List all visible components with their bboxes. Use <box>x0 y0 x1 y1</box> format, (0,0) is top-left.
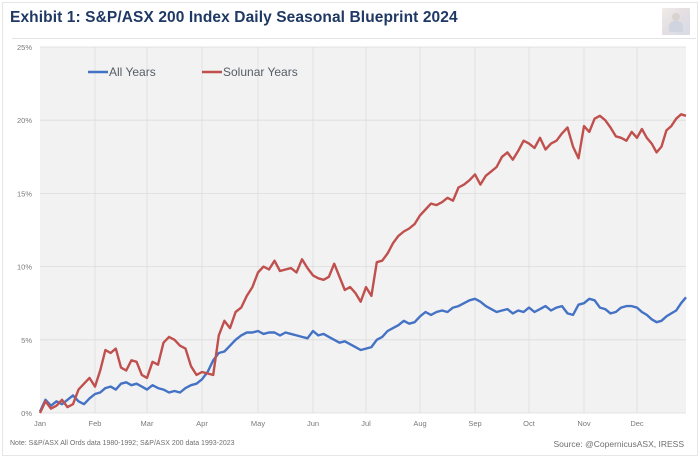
x-axis-ticks: Jan Feb Mar Apr May Jun Jul Aug Sep Oct Nov Dec <box>34 419 644 428</box>
series-lines <box>38 113 687 414</box>
y-axis-ticks: 0% 5% 10% 15% 20% 25% <box>17 43 32 418</box>
y-tick-label: 5% <box>21 336 32 345</box>
x-tick-label: Apr <box>196 419 208 428</box>
x-tick-label: Jan <box>34 419 46 428</box>
legend-label: Solunar Years <box>223 65 298 79</box>
footnote: Note: S&P/ASX All Ords data 1980-1992; S… <box>10 440 235 447</box>
x-tick-label: Oct <box>523 419 536 428</box>
y-tick-label: 0% <box>21 409 32 418</box>
avatar-head-shape <box>672 13 680 21</box>
y-tick-label: 10% <box>17 263 32 272</box>
series-line-solunar-years <box>38 113 687 414</box>
series-line-all-years <box>38 296 687 413</box>
x-tick-label: Jun <box>307 419 319 428</box>
avatar-body-shape <box>669 21 683 32</box>
y-tick-label: 15% <box>17 189 32 198</box>
x-tick-label: Aug <box>413 419 426 428</box>
x-tick-label: May <box>251 419 265 428</box>
x-tick-label: Sep <box>468 419 481 428</box>
chart-title: Exhibit 1: S&P/ASX 200 Index Daily Seaso… <box>10 9 458 26</box>
x-gridlines <box>94 47 638 413</box>
author-avatar-icon <box>662 8 690 35</box>
x-tick-label: Jul <box>361 419 371 428</box>
x-tick-label: Mar <box>141 419 154 428</box>
chart-legend: All Years Solunar Years <box>88 65 298 79</box>
source-credit: Source: @CopernicusASX, IRESS <box>553 439 684 449</box>
x-tick-label: Feb <box>89 419 102 428</box>
y-gridlines <box>40 46 686 414</box>
y-tick-label: 20% <box>17 116 32 125</box>
y-tick-label: 25% <box>17 43 32 52</box>
x-tick-label: Dec <box>630 419 644 428</box>
title-divider <box>12 38 696 39</box>
plot-area <box>40 47 686 413</box>
legend-label: All Years <box>109 65 156 79</box>
x-tick-label: Nov <box>577 419 591 428</box>
